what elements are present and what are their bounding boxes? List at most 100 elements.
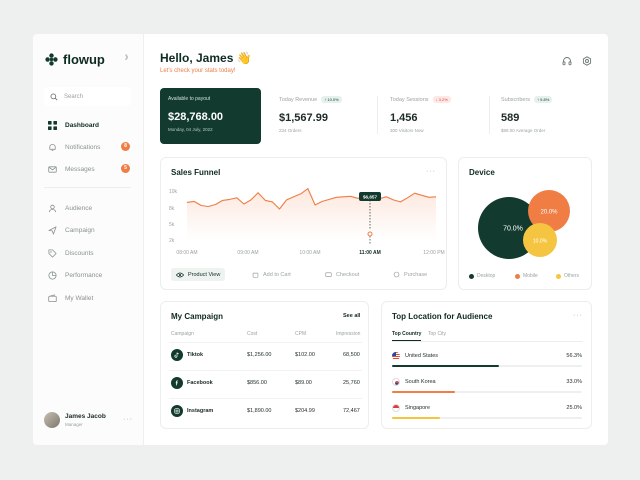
card-title: Sales Funnel bbox=[171, 168, 221, 177]
payout-card[interactable]: Available to payout $28,768.00 Monday, 0… bbox=[160, 88, 261, 144]
sg-flag-icon bbox=[392, 404, 400, 412]
progress-fill bbox=[392, 391, 455, 393]
us-flag-icon bbox=[392, 352, 400, 360]
location-card: Top Location for Audience ··· Top Countr… bbox=[381, 301, 592, 429]
stat-value: 589 bbox=[501, 112, 520, 124]
sidebar-divider bbox=[44, 187, 131, 188]
stat-subtext: $89.00 Average Order bbox=[501, 128, 546, 133]
avatar bbox=[44, 412, 60, 428]
more-icon[interactable]: ··· bbox=[573, 312, 583, 319]
bubble-mobile bbox=[528, 190, 570, 232]
sidebar-item-messages[interactable]: Messages 5 bbox=[48, 162, 130, 176]
main-content: Hello, James 👋 Let's check your stats to… bbox=[144, 34, 608, 445]
user-profile[interactable]: James Jacob Manager bbox=[44, 412, 106, 428]
sidebar-item-wallet[interactable]: My Wallet bbox=[48, 291, 130, 305]
tab-label: Add to Cart bbox=[263, 271, 291, 278]
sidebar-item-label: Dashboard bbox=[65, 121, 99, 129]
instagram-icon bbox=[171, 405, 183, 417]
trend-badge: ↑ 9.8% bbox=[534, 96, 553, 103]
campaign-name: Tiktok bbox=[187, 352, 204, 358]
payout-date: Monday, 04 July, 2022 bbox=[168, 127, 213, 132]
table-row[interactable]: Tiktok $1,256.00 $102.00 68,500 bbox=[169, 342, 362, 370]
search-placeholder: Search bbox=[64, 93, 84, 100]
location-name: Singapore bbox=[405, 405, 431, 411]
trend-badge: ↓ 3.2% bbox=[432, 96, 451, 103]
message-count-badge: 5 bbox=[121, 164, 130, 173]
location-name: United States bbox=[405, 353, 439, 359]
grid-icon bbox=[48, 120, 57, 130]
more-icon[interactable]: ··· bbox=[426, 168, 436, 175]
bubble-label: 10.0% bbox=[533, 239, 548, 245]
progress-track bbox=[392, 417, 582, 419]
location-percent: 56.3% bbox=[566, 353, 582, 359]
tab-label: Product View bbox=[188, 271, 221, 278]
sales-funnel-card: Sales Funnel ··· 10k 8k 5k 2k 08:00 AM 09:00 … bbox=[160, 157, 447, 290]
campaign-impression: 72,467 bbox=[343, 408, 360, 414]
trend-badge: ↑ 10.0% bbox=[321, 96, 342, 103]
gear-icon[interactable] bbox=[582, 56, 592, 66]
location-name: South Korea bbox=[405, 379, 436, 385]
stat-divider bbox=[377, 96, 378, 134]
tab-add-to-cart[interactable]: Add to Cart bbox=[247, 268, 296, 281]
brand[interactable]: flowup bbox=[45, 52, 105, 67]
collapse-icon[interactable]: ⟫ bbox=[124, 55, 129, 61]
tab-top-city[interactable]: Top City bbox=[428, 331, 447, 337]
stat-label: Subscribers bbox=[501, 96, 531, 103]
location-percent: 25.0% bbox=[566, 405, 582, 411]
bag-icon bbox=[393, 271, 400, 278]
tab-top-country[interactable]: Top Country bbox=[392, 331, 422, 341]
brand-name: flowup bbox=[63, 52, 105, 67]
table-row[interactable]: Facebook $856.00 $89.00 25,760 bbox=[169, 370, 362, 398]
tab-checkout[interactable]: Checkout bbox=[320, 268, 364, 281]
bell-icon bbox=[49, 143, 56, 151]
sidebar-item-discounts[interactable]: Discounts bbox=[48, 246, 130, 260]
sidebar-item-audience[interactable]: Audience bbox=[48, 201, 130, 215]
progress-track bbox=[392, 365, 582, 367]
card-title: Device bbox=[469, 168, 495, 177]
sidebar-item-campaign[interactable]: Campaign bbox=[48, 223, 130, 237]
progress-fill bbox=[392, 365, 499, 367]
legend-mobile: Mobile bbox=[515, 273, 538, 279]
stat-value: 1,456 bbox=[390, 112, 418, 124]
highlight-point bbox=[367, 231, 373, 237]
x-tick-label: 12:00 PM bbox=[423, 250, 444, 256]
payout-amount: $28,768.00 bbox=[168, 111, 224, 123]
sidebar-item-label: Performance bbox=[65, 271, 103, 279]
tab-purchase[interactable]: Purchase bbox=[388, 268, 432, 281]
campaign-cost: $1,890.00 bbox=[247, 408, 272, 414]
campaign-name: Instagram bbox=[187, 408, 214, 414]
campaign-cpm: $89.00 bbox=[295, 380, 312, 386]
column-header: Campaign bbox=[171, 331, 194, 337]
legend-others: Others bbox=[556, 273, 579, 279]
user-name: James Jacob bbox=[65, 413, 106, 420]
legend-label: Desktop bbox=[477, 273, 496, 279]
card-icon bbox=[325, 272, 332, 277]
legend-label: Others bbox=[564, 273, 580, 279]
stat-value: $1,567.99 bbox=[279, 112, 328, 124]
legend-swatch bbox=[515, 273, 520, 279]
table-row[interactable]: Instagram $1,890.00 $204.99 72,467 bbox=[169, 398, 362, 426]
sidebar-item-performance[interactable]: Performance bbox=[48, 268, 130, 282]
sidebar-item-label: Discounts bbox=[65, 249, 94, 257]
user-role: Manager bbox=[65, 422, 83, 427]
stat-label: Today Sessions bbox=[390, 96, 429, 103]
tab-product-view[interactable]: Product View bbox=[171, 268, 226, 281]
tab-label: Purchase bbox=[404, 271, 428, 278]
legend-swatch bbox=[556, 273, 561, 279]
sidebar-item-notifications[interactable]: Notifications 8 bbox=[48, 140, 130, 154]
sidebar-item-dashboard[interactable]: Dashboard bbox=[48, 118, 130, 132]
sidebar-item-label: Messages bbox=[65, 165, 95, 173]
stat-divider bbox=[489, 96, 490, 134]
mail-icon bbox=[48, 165, 57, 173]
headphones-icon[interactable] bbox=[562, 56, 572, 66]
sidebar-item-label: Audience bbox=[65, 204, 93, 212]
y-tick-label: 2k bbox=[169, 238, 175, 244]
bubble-others bbox=[523, 223, 557, 257]
more-icon[interactable]: ··· bbox=[123, 416, 133, 423]
sidebar: flowup ⟫ Search Dashboard Notifications … bbox=[33, 34, 144, 445]
stat-subscribers: Subscribers ↑ 9.8% 589 $89.00 Average Ord… bbox=[501, 96, 553, 136]
search-input[interactable]: Search bbox=[44, 87, 131, 106]
x-tick-label: 08:00 AM bbox=[176, 250, 197, 256]
see-all-link[interactable]: See all bbox=[343, 313, 361, 319]
